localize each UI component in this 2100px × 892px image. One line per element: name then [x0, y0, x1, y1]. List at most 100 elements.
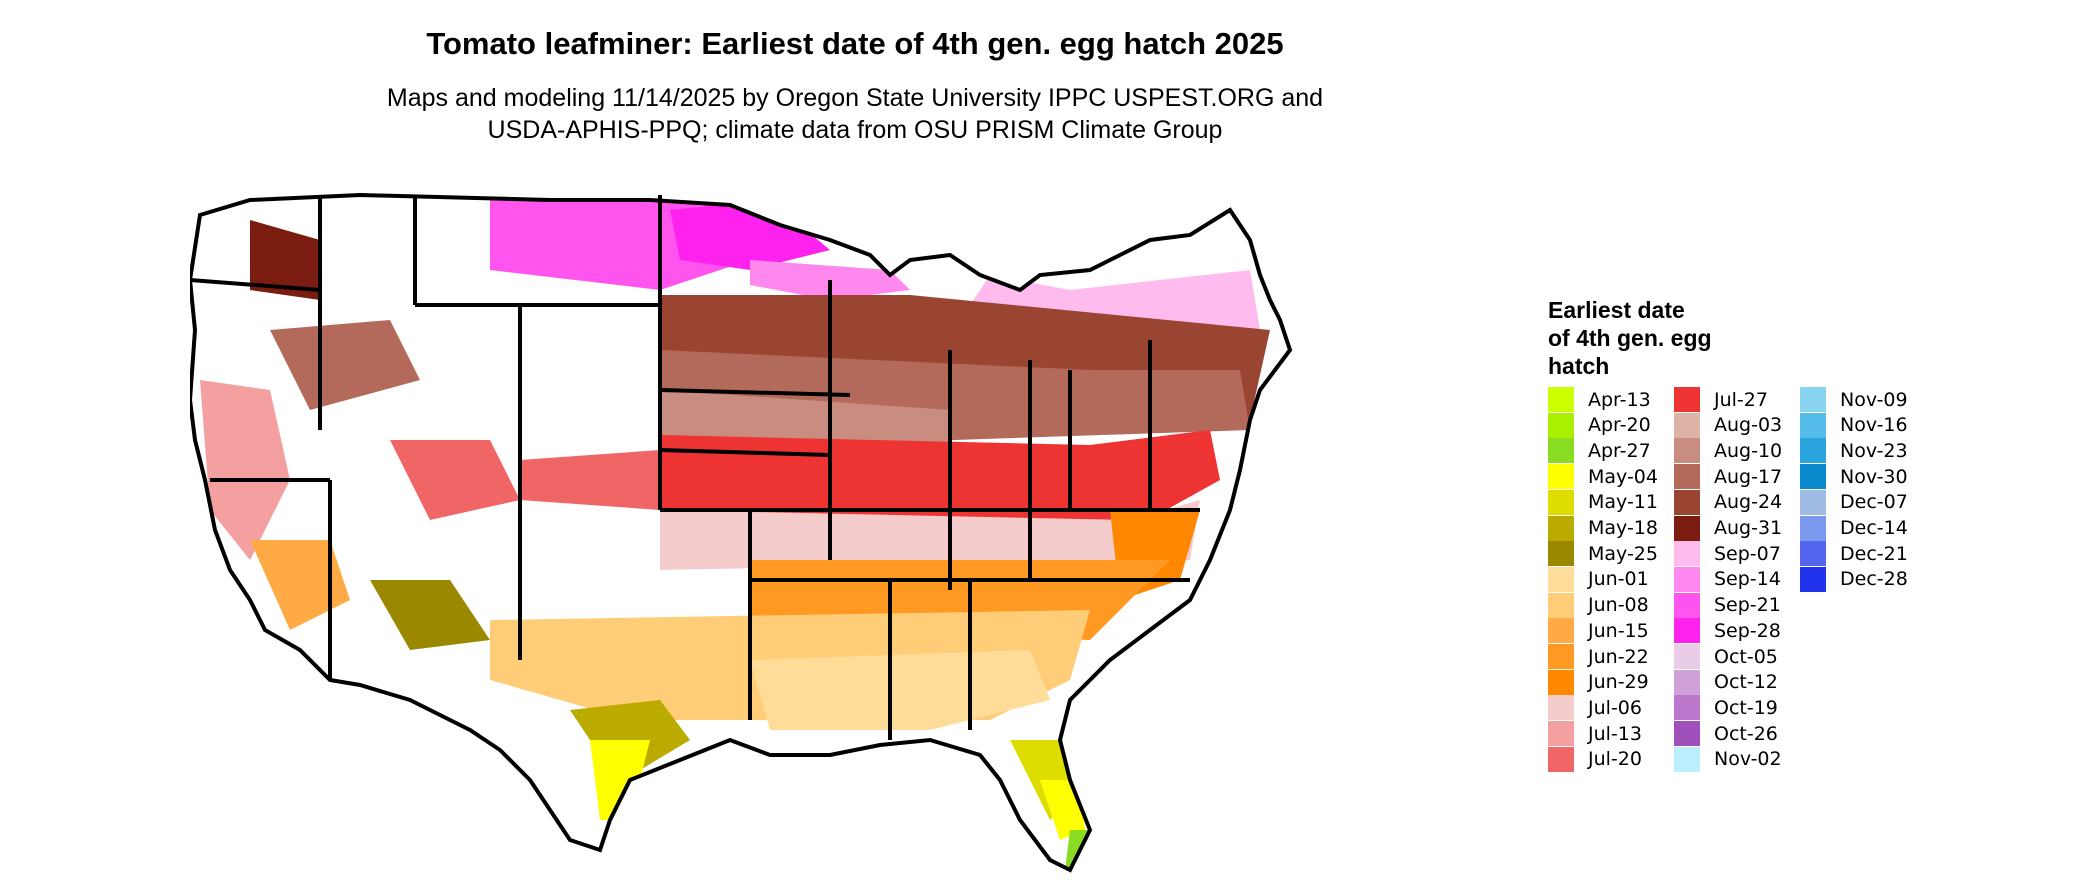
map-region-aug-17 [270, 320, 420, 410]
legend-label: May-25 [1588, 542, 1658, 565]
legend-label: Sep-14 [1714, 568, 1781, 591]
legend-label: Aug-24 [1714, 491, 1783, 514]
legend-label: Aug-10 [1714, 439, 1783, 462]
legend-item: Oct-12 [1674, 669, 1778, 695]
legend-item: Apr-27 [1548, 438, 1651, 464]
legend-swatch [1800, 515, 1826, 541]
legend-swatch [1548, 387, 1574, 412]
legend-label: Apr-13 [1588, 388, 1651, 411]
legend-item: Apr-20 [1548, 412, 1651, 438]
legend-item: Oct-19 [1674, 695, 1778, 721]
map-region-jul-20 [390, 440, 520, 520]
legend-item: Oct-05 [1674, 644, 1778, 669]
legend-item: Nov-16 [1800, 412, 1908, 438]
legend-label: Jul-27 [1714, 388, 1768, 411]
legend-item: Dec-21 [1800, 541, 1908, 567]
legend-label: Jun-29 [1588, 671, 1649, 694]
legend-swatch [1674, 618, 1700, 644]
legend-swatch [1548, 464, 1574, 490]
legend-swatch [1674, 412, 1700, 438]
legend-label: Nov-30 [1840, 465, 1908, 488]
state-border [659, 388, 851, 397]
legend-item: Jul-13 [1548, 721, 1642, 747]
legend-item: Oct-26 [1674, 721, 1778, 747]
legend-swatch [1800, 489, 1826, 515]
legend-swatch [1674, 566, 1700, 592]
legend-label: Aug-31 [1714, 517, 1783, 539]
map-region-may-25 [370, 580, 490, 650]
legend-label: Jun-15 [1588, 619, 1649, 642]
us-degree-day-map [190, 193, 1292, 872]
legend-label: Nov-02 [1714, 748, 1782, 771]
legend-swatch [1674, 721, 1700, 747]
legend-label: Jul-06 [1588, 696, 1642, 719]
legend-swatch [1674, 387, 1700, 412]
legend-swatch [1800, 566, 1826, 592]
legend-label: Jun-08 [1588, 594, 1649, 617]
legend-label: Oct-19 [1714, 696, 1778, 719]
legend-swatch [1674, 438, 1700, 464]
legend-swatch [1548, 438, 1574, 464]
legend-item: Nov-30 [1800, 464, 1908, 490]
legend-item: Jun-22 [1548, 644, 1649, 669]
legend-item: Aug-31 [1674, 515, 1783, 541]
legend-swatch [1674, 644, 1700, 669]
subtitle-line-1: Maps and modeling 11/14/2025 by Oregon S… [386, 84, 1324, 112]
legend-label: Oct-05 [1714, 645, 1778, 668]
legend-item: Aug-03 [1674, 412, 1782, 438]
map-region-jul-20 [520, 450, 660, 510]
legend-swatch [1674, 541, 1700, 567]
legend-swatch [1548, 746, 1574, 772]
legend-label: Nov-09 [1840, 388, 1908, 411]
legend-title: Earliest date of 4th gen. egg hatch [1548, 296, 1788, 380]
legend-item: Dec-07 [1800, 489, 1908, 515]
legend-item: Sep-07 [1674, 541, 1781, 567]
legend-item: Jun-29 [1548, 669, 1649, 695]
map-region-may-04 [590, 740, 650, 820]
legend-item: Aug-17 [1674, 464, 1783, 490]
legend-label: Dec-28 [1840, 568, 1908, 591]
legend-label: Jul-20 [1588, 748, 1642, 771]
map-subtitle: Maps and modeling 11/14/2025 by Oregon S… [0, 82, 1710, 146]
legend-swatch [1800, 387, 1826, 412]
legend-item: Jun-01 [1548, 566, 1649, 592]
legend-label: Apr-20 [1588, 414, 1651, 437]
legend-label: Dec-14 [1840, 517, 1908, 539]
legend-swatch [1548, 644, 1574, 669]
legend-item: Jul-27 [1674, 387, 1768, 412]
legend-label: Jun-01 [1588, 568, 1649, 591]
legend-item: May-18 [1548, 515, 1658, 541]
legend-item: Jun-15 [1548, 618, 1649, 644]
legend-item: May-25 [1548, 541, 1658, 567]
state-border [659, 448, 831, 457]
legend-label: May-11 [1588, 491, 1658, 514]
legend-swatch [1800, 412, 1826, 438]
legend-swatch [1674, 464, 1700, 490]
legend-label: Aug-17 [1714, 465, 1783, 488]
legend-item: Jul-20 [1548, 746, 1642, 772]
legend-title-line-3: hatch [1548, 353, 1610, 379]
legend-item: Aug-24 [1674, 489, 1783, 515]
legend-swatch [1674, 746, 1700, 772]
legend-item: Sep-28 [1674, 618, 1781, 644]
legend-swatch [1674, 515, 1700, 541]
legend-label: Nov-23 [1840, 439, 1908, 462]
legend-item: Jun-08 [1548, 592, 1649, 618]
legend-item: Apr-13 [1548, 387, 1651, 412]
legend-item: Nov-02 [1674, 746, 1782, 772]
legend-swatch [1674, 592, 1700, 618]
legend-item: Nov-09 [1800, 387, 1908, 412]
legend-label: Oct-26 [1714, 722, 1778, 745]
legend-swatch [1800, 464, 1826, 490]
legend-item: Nov-23 [1800, 438, 1908, 464]
legend-label: Oct-12 [1714, 671, 1778, 694]
legend-title-line-2: of 4th gen. egg [1548, 325, 1712, 351]
legend-item: Sep-21 [1674, 592, 1781, 618]
map-region-aug-31 [250, 220, 320, 300]
legend-item: Jul-06 [1548, 695, 1642, 721]
map-region-jul-06 [660, 500, 1200, 570]
legend-item: Sep-14 [1674, 566, 1781, 592]
legend-swatch [1548, 618, 1574, 644]
legend-swatch [1548, 566, 1574, 592]
map-region-jul-13 [200, 380, 290, 560]
